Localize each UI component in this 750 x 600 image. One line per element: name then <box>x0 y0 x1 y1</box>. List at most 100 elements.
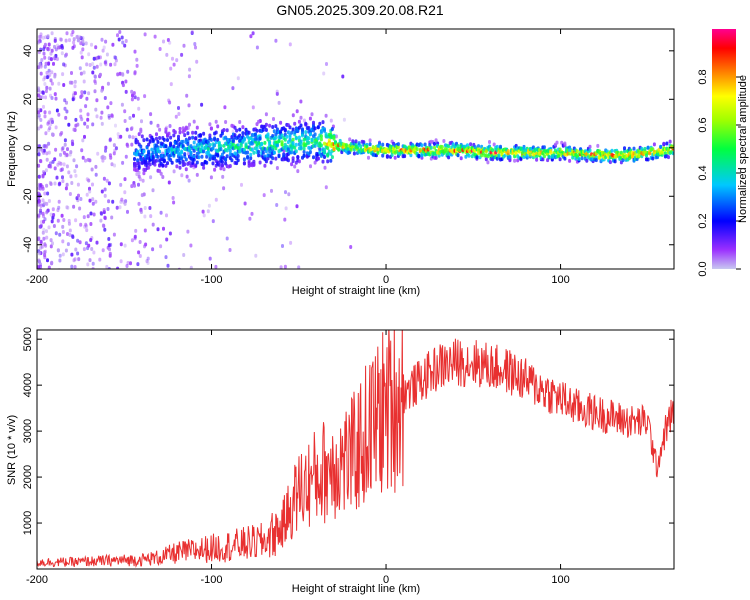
noise-cell <box>45 151 49 156</box>
noise-cell <box>94 45 98 50</box>
signal-cell <box>417 153 421 158</box>
signal-cell <box>296 155 300 159</box>
signal-cell <box>286 158 290 163</box>
signal-cell <box>324 113 328 118</box>
noise-cell <box>63 98 67 103</box>
noise-cell <box>283 217 287 222</box>
signal-cell <box>304 121 308 126</box>
signal-cell <box>621 158 625 163</box>
signal-cell <box>368 142 372 147</box>
noise-cell <box>87 91 91 96</box>
noise-cell <box>91 70 95 75</box>
noise-cell <box>81 47 85 52</box>
signal-cell <box>594 158 598 163</box>
signal-cell <box>200 154 204 159</box>
signal-cell <box>178 165 182 170</box>
noise-cell <box>39 71 43 76</box>
signal-cell <box>244 142 248 147</box>
noise-cell <box>283 264 287 269</box>
signal-cell <box>233 133 237 138</box>
signal-cell <box>155 158 158 163</box>
signal-cell <box>291 141 295 146</box>
signal-cell <box>659 145 663 149</box>
signal-cell <box>211 146 215 151</box>
noise-cell <box>94 81 97 85</box>
noise-cell <box>71 142 75 147</box>
noise-cell <box>98 55 102 60</box>
noise-cell <box>84 104 88 109</box>
signal-cell <box>613 159 617 164</box>
noise-cell <box>228 248 232 252</box>
signal-cell <box>231 142 235 147</box>
signal-cell <box>151 137 155 142</box>
signal-cell <box>508 154 512 159</box>
noise-cell <box>37 65 41 70</box>
signal-cell <box>423 142 427 147</box>
noise-cell <box>66 242 70 247</box>
noise-cell <box>128 134 132 139</box>
noise-cell <box>83 134 86 139</box>
signal-cell <box>286 130 290 135</box>
noise-cell <box>135 57 139 62</box>
signal-cell <box>268 141 272 146</box>
noise-cell <box>47 225 51 230</box>
signal-cell <box>216 152 220 157</box>
noise-cell <box>61 175 64 180</box>
noise-cell <box>44 249 47 254</box>
signal-cell <box>271 156 275 161</box>
noise-cell <box>53 181 57 186</box>
noise-cell <box>251 31 255 36</box>
noise-cell <box>79 41 83 46</box>
noise-cell <box>91 197 95 202</box>
snr-line <box>37 330 674 568</box>
signal-cell <box>528 152 532 157</box>
signal-cell <box>169 143 173 147</box>
signal-cell <box>192 140 196 145</box>
noise-cell <box>143 32 147 37</box>
noise-cell <box>69 174 73 179</box>
noise-cell <box>104 148 107 153</box>
noise-cell <box>48 86 52 91</box>
noise-cell <box>322 71 326 76</box>
signal-cell <box>667 155 670 160</box>
noise-cell <box>66 147 69 152</box>
noise-cell <box>111 42 115 47</box>
noise-cell <box>42 219 45 224</box>
noise-cell <box>37 214 41 219</box>
noise-cell <box>57 45 60 50</box>
noise-cell <box>110 162 114 167</box>
noise-cell <box>109 155 113 160</box>
noise-cell <box>37 213 41 218</box>
noise-cell <box>101 48 105 53</box>
noise-cell <box>128 116 132 120</box>
noise-cell <box>53 38 57 43</box>
signal-cell <box>376 150 380 155</box>
noise-cell <box>125 264 129 268</box>
signal-cell <box>257 153 261 158</box>
signal-cell <box>219 166 223 171</box>
signal-cell <box>290 162 294 167</box>
signal-cell <box>222 167 226 172</box>
noise-cell <box>180 173 184 178</box>
snr-background <box>37 330 674 569</box>
noise-cell <box>275 203 279 207</box>
signal-cell <box>348 137 352 142</box>
signal-cell <box>181 144 185 148</box>
noise-cell <box>54 96 58 101</box>
noise-cell <box>177 267 181 269</box>
signal-cell <box>313 126 317 131</box>
noise-cell <box>92 250 96 255</box>
signal-cell <box>184 126 188 131</box>
noise-cell <box>48 110 52 115</box>
noise-cell <box>153 34 157 39</box>
noise-cell <box>132 91 136 96</box>
noise-cell <box>49 212 53 217</box>
noise-cell <box>47 61 51 66</box>
signal-cell <box>297 135 301 140</box>
noise-cell <box>45 70 49 75</box>
noise-cell <box>91 62 95 66</box>
noise-cell <box>109 101 113 106</box>
noise-cell <box>172 169 176 174</box>
noise-cell <box>47 164 51 169</box>
noise-cell <box>120 35 124 40</box>
